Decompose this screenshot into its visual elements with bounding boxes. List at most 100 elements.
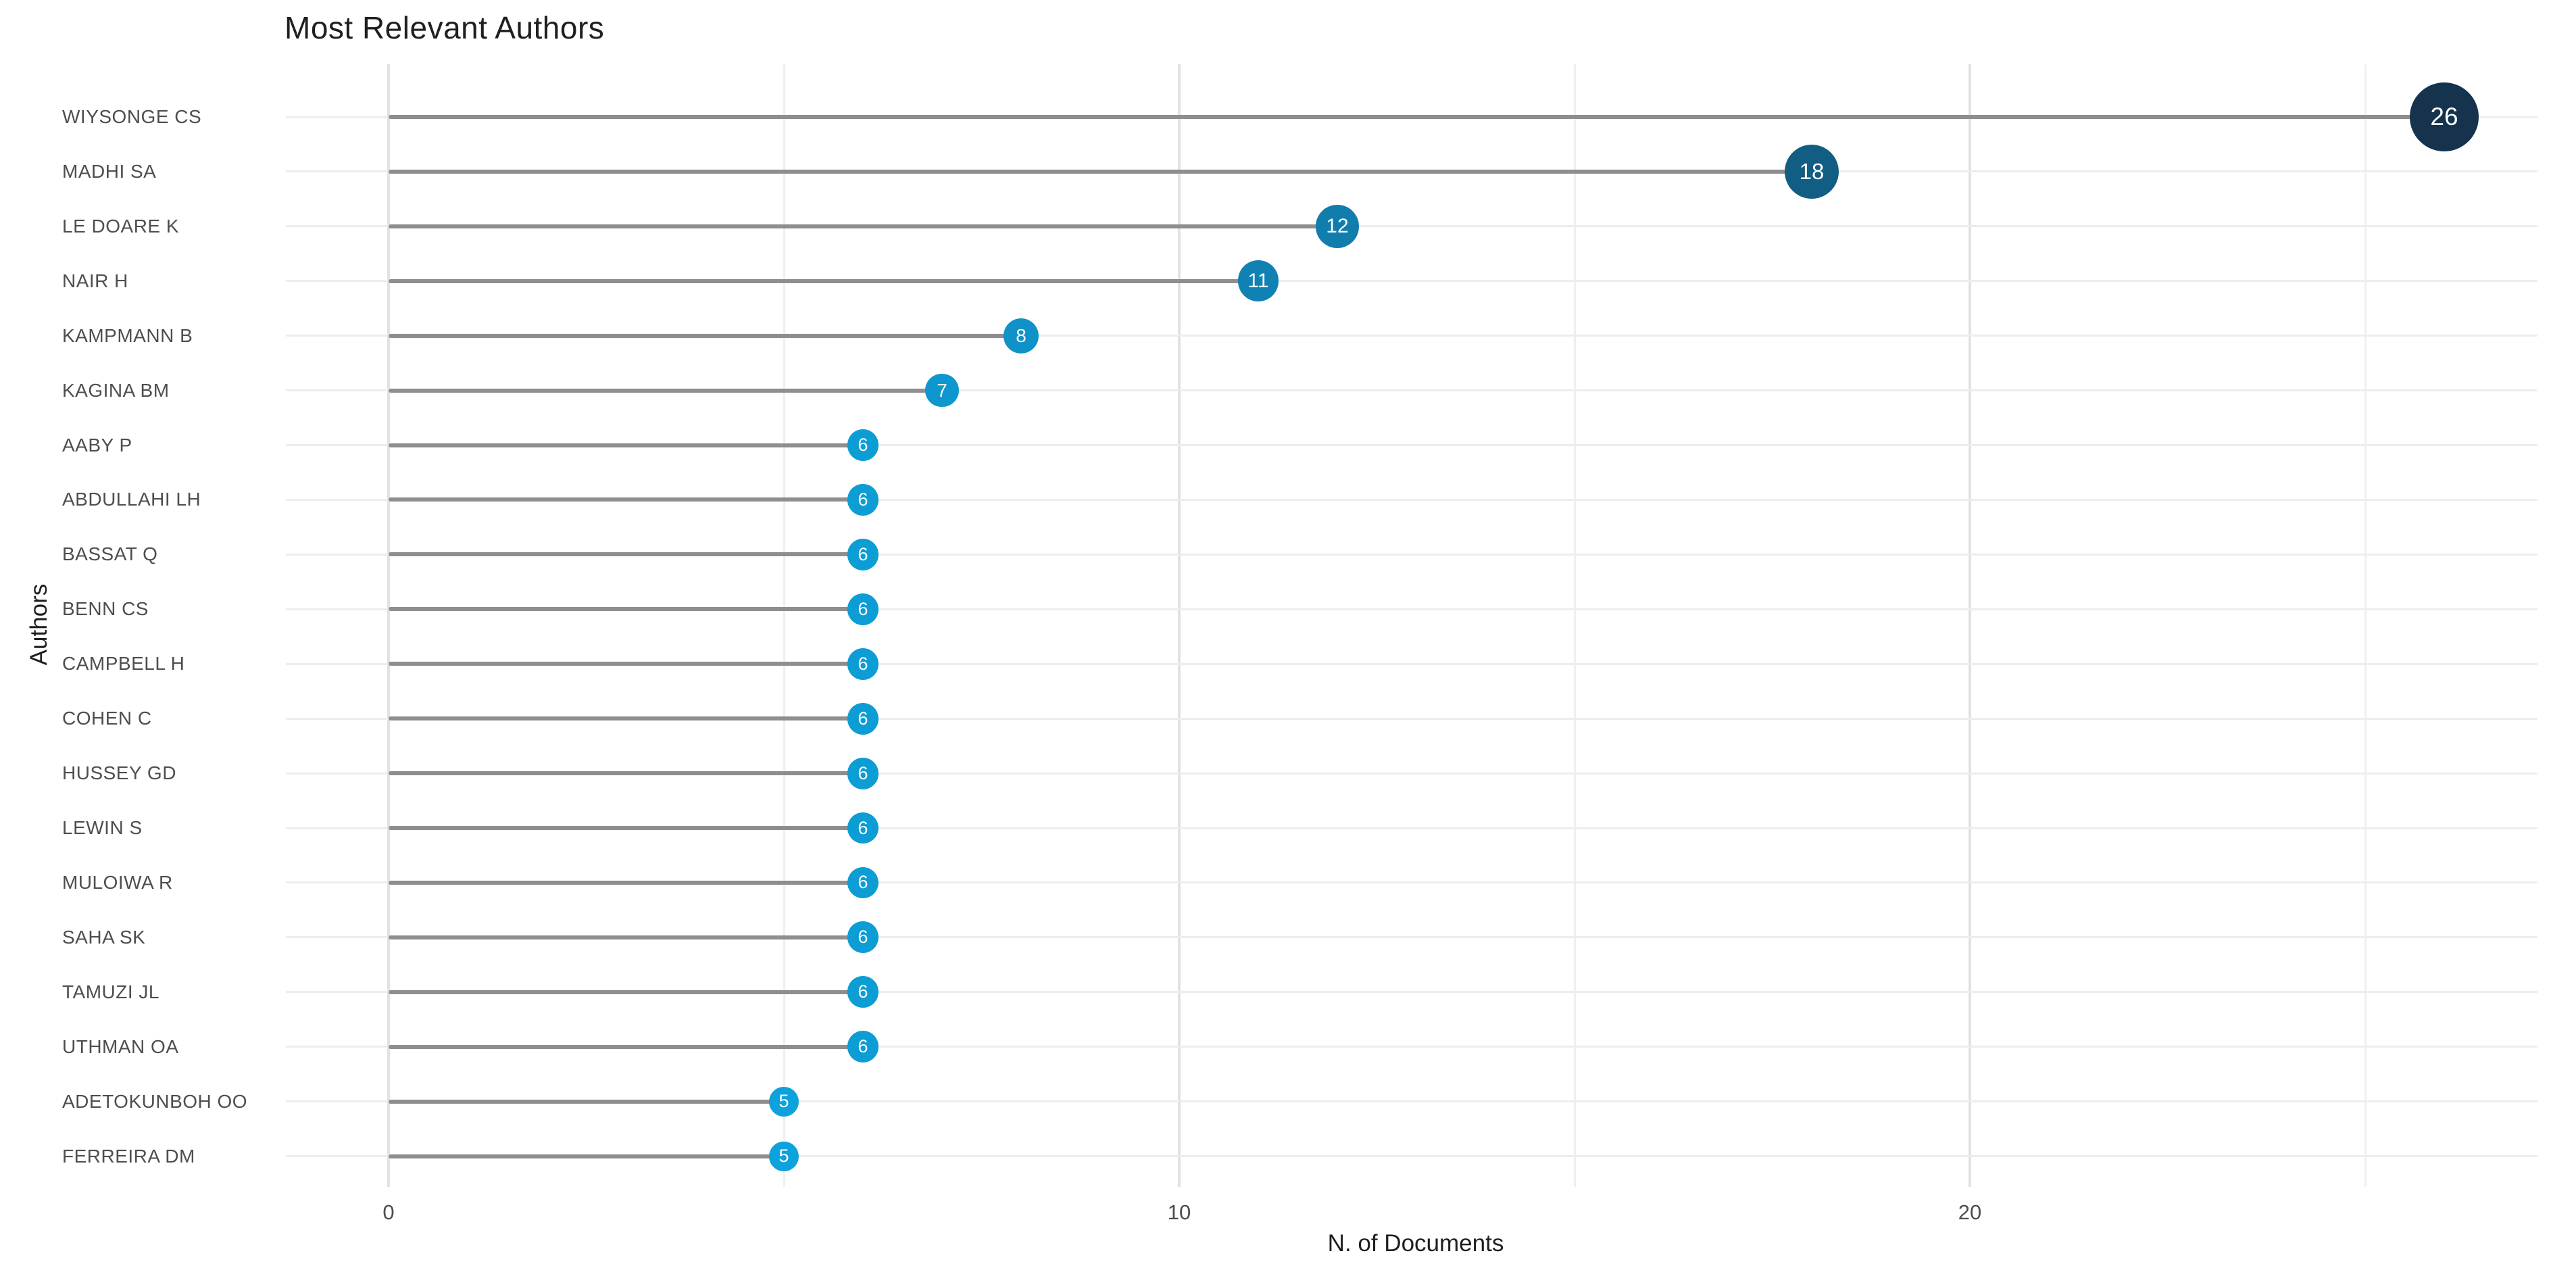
lollipop-dot: 6 <box>847 648 879 680</box>
row-gridline <box>286 444 2537 447</box>
author-label: AABY P <box>62 434 132 456</box>
row-gridline <box>286 991 2537 994</box>
lollipop-dot: 5 <box>769 1141 799 1171</box>
author-label: KAMPMANN B <box>62 324 193 346</box>
lollipop-dot: 7 <box>925 373 959 408</box>
lollipop-stem <box>389 1044 863 1049</box>
lollipop-dot: 8 <box>1003 318 1039 353</box>
lollipop-dot: 6 <box>847 1031 879 1063</box>
row-gridline <box>286 1100 2537 1103</box>
author-label: HUSSEY GD <box>62 762 176 784</box>
lollipop-stem <box>389 497 863 502</box>
author-label: KAGINA BM <box>62 379 170 401</box>
chart-title: Most Relevant Authors <box>284 10 605 45</box>
lollipop-stem <box>389 552 863 557</box>
lollipop-stem <box>389 990 863 994</box>
lollipop-stem <box>389 443 863 447</box>
lollipop-stem <box>389 333 1021 338</box>
row-gridline <box>286 280 2537 283</box>
row-gridline <box>286 772 2537 775</box>
lollipop-dot: 18 <box>1784 144 1839 199</box>
lollipop-dot: 6 <box>847 921 879 954</box>
lollipop-stem <box>389 880 863 885</box>
author-label: MULOIWA R <box>62 871 173 893</box>
dot-value-label: 18 <box>1799 159 1825 185</box>
lollipop-stem <box>389 935 863 939</box>
v-gridline-minor <box>783 64 785 1187</box>
dot-value-label: 12 <box>1326 214 1349 237</box>
dot-value-label: 6 <box>858 1036 868 1057</box>
author-label: UTHMAN OA <box>62 1035 179 1057</box>
author-label: NAIR H <box>62 270 128 291</box>
dot-value-label: 6 <box>858 489 868 510</box>
lollipop-dot: 12 <box>1316 205 1359 248</box>
lollipop-stem <box>389 224 1337 228</box>
row-gridline <box>286 827 2537 829</box>
row-gridline <box>286 662 2537 665</box>
x-tick-label: 10 <box>1167 1200 1191 1224</box>
dot-value-label: 6 <box>858 598 868 619</box>
lollipop-dot: 6 <box>847 976 879 1008</box>
v-gridline-minor <box>2364 64 2367 1187</box>
author-label: TAMUZI JL <box>62 981 159 1002</box>
author-label: WIYSONGE CS <box>62 106 202 127</box>
author-label: MADHI SA <box>62 160 157 182</box>
author-label: ABDULLAHI LH <box>62 489 201 510</box>
lollipop-stem <box>389 278 1258 283</box>
author-label: CAMPBELL H <box>62 653 185 675</box>
v-gridline-major <box>1968 64 1971 1187</box>
lollipop-dot: 6 <box>847 539 879 570</box>
row-gridline <box>286 936 2537 939</box>
lollipop-stem <box>389 169 1812 174</box>
x-tick-label: 0 <box>382 1200 395 1224</box>
lollipop-dot: 6 <box>847 429 879 461</box>
row-gridline <box>286 389 2537 392</box>
row-gridline <box>286 608 2537 610</box>
dot-value-label: 5 <box>778 1146 789 1167</box>
x-axis-title: N. of Documents <box>1327 1230 1504 1256</box>
author-label: ADETOKUNBOH OO <box>62 1090 248 1112</box>
dot-value-label: 6 <box>858 543 868 564</box>
row-gridline <box>286 553 2537 556</box>
dot-value-label: 6 <box>858 435 868 456</box>
v-gridline-major <box>387 64 390 1187</box>
v-gridline-minor <box>1573 64 1576 1187</box>
lollipop-dot: 6 <box>847 593 879 625</box>
lollipop-stem <box>389 1099 784 1104</box>
dot-value-label: 6 <box>858 762 868 783</box>
dot-value-label: 6 <box>858 653 868 674</box>
row-gridline <box>286 225 2537 228</box>
author-label: LE DOARE K <box>62 215 180 237</box>
lollipop-stem <box>389 1154 784 1158</box>
lollipop-stem <box>389 607 863 612</box>
dot-value-label: 11 <box>1247 269 1269 292</box>
author-label: LEWIN S <box>62 817 143 839</box>
lollipop-dot: 6 <box>847 484 879 516</box>
dot-value-label: 6 <box>858 708 868 729</box>
lollipop-stem <box>389 115 2444 119</box>
author-label: BENN CS <box>62 598 149 620</box>
dot-value-label: 6 <box>858 981 868 1002</box>
row-gridline <box>286 335 2537 337</box>
row-gridline <box>286 498 2537 501</box>
author-label: FERREIRA DM <box>62 1145 195 1167</box>
author-label: BASSAT Q <box>62 543 158 565</box>
row-gridline <box>286 717 2537 720</box>
lollipop-dot: 5 <box>769 1086 799 1117</box>
dot-value-label: 6 <box>858 817 868 838</box>
lollipop-dot: 6 <box>847 812 879 844</box>
lollipop-dot: 6 <box>847 866 879 899</box>
dot-value-label: 6 <box>858 872 868 893</box>
dot-value-label: 7 <box>937 379 947 401</box>
lollipop-stem <box>389 662 863 666</box>
row-gridline <box>286 1155 2537 1158</box>
lollipop-stem <box>389 771 863 776</box>
lollipop-stem <box>389 826 863 831</box>
x-tick-label: 20 <box>1958 1200 1982 1224</box>
row-gridline <box>286 881 2537 884</box>
lollipop-dot: 6 <box>847 702 879 735</box>
author-label: COHEN C <box>62 708 152 729</box>
author-label: SAHA SK <box>62 926 146 948</box>
y-axis-title: Authors <box>26 583 52 666</box>
